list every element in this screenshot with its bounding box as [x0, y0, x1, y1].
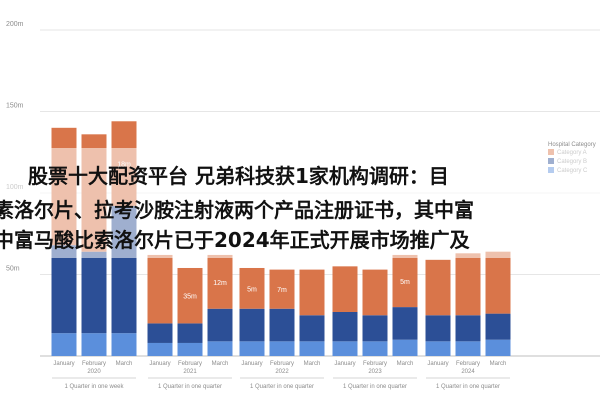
headline-line-3: 中富马酸比索洛尔片已于2024年正式开展市场推广及 [0, 228, 470, 252]
x-tick-label: January [241, 361, 262, 367]
bar-segment-middle [177, 323, 203, 343]
x-year-label: 2024 [461, 369, 475, 375]
bar-segment-upper [239, 267, 265, 309]
y-tick-label: 50m [6, 266, 20, 273]
bar-segment-upper [485, 251, 511, 314]
bar-segment-middle [299, 315, 325, 342]
bar-segment-upper [147, 254, 173, 324]
bar-value-label: 35m [183, 294, 197, 301]
bar-value-label: 12m [213, 280, 227, 287]
bar-segment-middle [239, 308, 265, 342]
x-year-label: 2021 [183, 369, 197, 375]
x-tick-label: February [456, 361, 480, 367]
x-group-label: 1 Quarter in one quarter [158, 384, 222, 390]
bar-value-label: 7m [277, 287, 287, 294]
bar-segment-upper [207, 254, 233, 309]
bar-segment-middle [455, 315, 481, 342]
headline-overlay [0, 148, 600, 258]
bar-segment-lower [362, 341, 388, 356]
bar-segment-lower [177, 342, 203, 356]
x-tick-label: January [53, 361, 74, 367]
bar-segment-lower [239, 341, 265, 356]
headline-line-2: 素洛尔片、拉考沙胺注射液两个产品注册证书，其中富 [0, 198, 474, 222]
bar-segment-lower [455, 341, 481, 356]
x-group-label: 1 Quarter in one quarter [343, 384, 407, 390]
bar-segment-upper [299, 269, 325, 316]
bar-segment-lower [51, 333, 77, 356]
x-tick-label: March [490, 361, 507, 367]
bar-segment-middle [392, 307, 418, 340]
bar-value-label: 5m [400, 279, 410, 286]
x-tick-label: January [427, 361, 448, 367]
bar-segment-middle [269, 308, 295, 342]
bar-segment-middle [425, 315, 451, 342]
y-tick-label: 150m [6, 103, 24, 110]
bar-segment-middle [51, 245, 77, 334]
y-tick-label: 200m [6, 21, 24, 28]
bar-segment-upper [392, 254, 418, 308]
bar-segment-lower [207, 341, 233, 356]
x-year-label: 2023 [368, 369, 382, 375]
x-tick-label: March [304, 361, 321, 367]
bar-segment-middle [147, 323, 173, 343]
x-year-label: 2020 [87, 369, 101, 375]
x-tick-label: January [149, 361, 170, 367]
legend-title: Hospital Category [548, 142, 596, 148]
bar-segment-upper [332, 266, 358, 312]
bar-value-label: 5m [247, 286, 257, 293]
x-tick-label: February [178, 361, 202, 367]
bar-segment-lower [111, 333, 137, 356]
bar-segment-lower [485, 339, 511, 356]
x-group-label: 1 Quarter in one quarter [250, 384, 314, 390]
bar-segment-middle [485, 313, 511, 340]
bar-segment-upper [269, 269, 295, 309]
bar-segment-middle [81, 251, 107, 334]
bar-segment-lower [269, 341, 295, 356]
x-tick-label: January [334, 361, 355, 367]
x-tick-label: February [270, 361, 294, 367]
x-year-label: 2022 [275, 369, 289, 375]
bar-segment-upper [455, 253, 481, 316]
x-tick-label: February [363, 361, 387, 367]
bar-segment-upper [177, 267, 203, 324]
x-axis: January February March January February March… [52, 361, 510, 390]
bar-segment-middle [207, 308, 233, 342]
bar-segment-lower [392, 339, 418, 356]
x-tick-label: March [116, 361, 133, 367]
bar-segment-middle [362, 315, 388, 342]
bar-segment-middle [332, 311, 358, 342]
bar-segment-lower [299, 341, 325, 356]
bar-segment-upper [362, 269, 388, 316]
headline-line-1: 股票十大配资平台 兄弟科技获1家机构调研：目 [28, 164, 449, 188]
x-group-label: 1 Quarter in one quarter [436, 384, 500, 390]
bar-segment-lower [425, 341, 451, 356]
x-group-label: 1 Quarter in one week [64, 384, 124, 390]
bar-segment-lower [147, 342, 173, 356]
x-tick-label: March [212, 361, 229, 367]
bar-segment-upper [425, 259, 451, 316]
x-tick-label: March [397, 361, 414, 367]
x-tick-label: February [82, 361, 106, 367]
bar-segment-lower [332, 341, 358, 356]
bar-segment-lower [81, 333, 107, 356]
